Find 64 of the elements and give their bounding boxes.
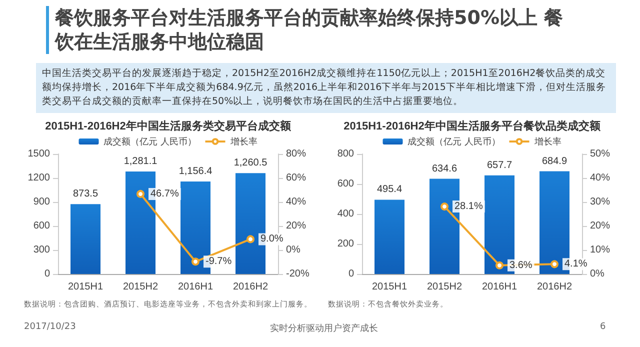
y2-tick-label: 30%: [590, 196, 610, 208]
data-label: 684.9: [542, 156, 568, 167]
data-label: 495.4: [376, 184, 402, 196]
y-tick-label: 200: [337, 238, 354, 250]
text: 2017/10/23: [24, 322, 76, 332]
data-label: 873.5: [72, 188, 98, 200]
legend-label: 增长率: [533, 136, 562, 146]
x-tick-label: 2016H2: [232, 282, 268, 292]
bar: [70, 204, 100, 274]
x-tick-label: 2016H2: [536, 282, 572, 292]
legend-label: 成交额（亿元 人民币）: [104, 136, 196, 146]
bar: [374, 200, 404, 274]
y-tick-label: 600: [33, 220, 50, 232]
y-tick-label: 1500: [28, 148, 50, 160]
y2-tick-label: 0%: [590, 268, 605, 280]
data-label: 46.7%: [150, 188, 179, 200]
point: [550, 260, 558, 268]
x-tick-label: 2015H1: [68, 282, 104, 292]
point: [246, 235, 254, 244]
y-tick-label: 600: [337, 178, 354, 190]
data-label: 1,281.1: [124, 156, 158, 168]
data-label: 3.6%: [510, 260, 532, 271]
y2-tick-label: 50%: [590, 148, 610, 160]
y-tick-label: 300: [33, 244, 50, 256]
y-tick-label: 0: [348, 268, 354, 280]
x-tick-label: 2016H1: [178, 282, 214, 292]
y-tick-label: 0: [44, 268, 50, 280]
x-tick-label: 2015H2: [122, 282, 158, 292]
x-tick-label: 2015H1: [372, 282, 408, 292]
text: 餐饮服务平台对生活服务平台的贡献率始终保持50%以上 餐饮在生活服务中地位稳固: [46, 6, 575, 54]
legend-label: 增长率: [229, 136, 258, 146]
point: [136, 190, 144, 198]
point: [440, 202, 448, 211]
data-label: 1,260.5: [234, 158, 268, 169]
y2-tick-label: 80%: [286, 148, 306, 160]
y-tick-label: 1200: [28, 172, 50, 184]
y2-tick-label: 20%: [590, 220, 610, 232]
chart-title: 2015H1-2016H2年中国生活服务平台餐饮品类成交额: [344, 120, 602, 132]
point: [496, 261, 504, 270]
y2-tick-label: 20%: [286, 220, 306, 232]
data-label: 634.6: [432, 163, 458, 174]
x-tick-label: 2016H1: [482, 282, 518, 292]
data-label: 28.1%: [454, 201, 483, 212]
x-tick-label: 2015H2: [426, 282, 462, 292]
y2-tick-label: 0%: [286, 244, 301, 256]
text: 6: [600, 322, 606, 332]
y-tick-label: 900: [33, 196, 50, 208]
data-label: 9.0%: [260, 234, 284, 245]
data-label: 1,156.4: [178, 166, 213, 177]
data-label: 4.1%: [564, 258, 588, 270]
text: 实时分析驱动用户资产成长: [270, 322, 378, 335]
y-tick-label: 400: [337, 208, 354, 220]
point: [192, 258, 200, 266]
legend-label: 成交额（亿元 人民币）: [408, 136, 500, 146]
text: 中国生活类交易平台的发展逐渐趋于稳定，2015H2至2016H2成交额维持在1150亿元以上；2015H1至2016H2餐饮品类的成交额均保持增长，2016年下半年成交额为684.9亿元，虽然2016上半年和2016下半年与2015下半年相比增速下滑，但对生活服务类交易平台成交额的贡献率一直保持在50%以上，说明餐饮市场在国民的生活中占据重要地位。: [36, 63, 616, 113]
chart-title: 2015H1-2016H2年中国生活服务类交易平台成交额: [45, 120, 292, 132]
data-label: 657.7: [486, 160, 512, 171]
y2-tick-label: 40%: [286, 196, 306, 208]
y2-tick-label: 10%: [590, 244, 610, 256]
y-tick-label: 800: [337, 148, 354, 160]
y2-tick-label: 60%: [286, 172, 306, 184]
y2-tick-label: -20%: [286, 268, 310, 280]
data-label: -9.7%: [206, 256, 232, 268]
y2-tick-label: 40%: [590, 172, 610, 184]
